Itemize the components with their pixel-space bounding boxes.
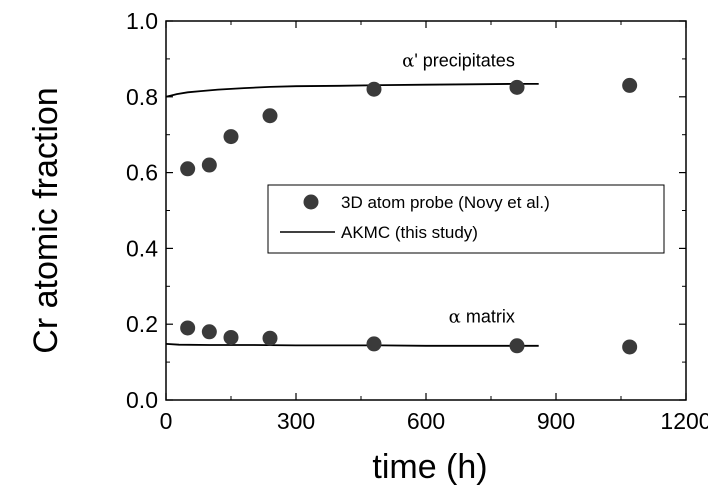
x-axis-title: time (h) — [372, 448, 487, 486]
y-axis-title: Cr atomic fraction — [27, 87, 65, 353]
data-point — [622, 339, 638, 355]
x-tick-label: 600 — [407, 408, 445, 434]
akmc-line-segment — [165, 343, 539, 347]
x-tick-label: 0 — [160, 408, 173, 434]
annotation-text: matrix — [461, 306, 515, 326]
annotation-greek: α — [449, 306, 461, 327]
y-tick-label: 0.2 — [126, 311, 158, 337]
data-point — [366, 81, 382, 97]
axis-ticks — [165, 20, 687, 401]
y-tick-label: 0.4 — [126, 235, 158, 261]
data-point — [262, 108, 278, 124]
atom-probe-points — [180, 77, 638, 355]
data-point — [180, 161, 196, 177]
data-point — [622, 77, 638, 93]
legend: 3D atom probe (Novy et al.) AKMC (this s… — [267, 184, 665, 254]
data-point — [509, 79, 525, 95]
legend-label-akmc: AKMC (this study) — [341, 223, 478, 242]
annotation-label: α' precipitates — [402, 50, 515, 71]
data-point — [201, 157, 217, 173]
data-point — [223, 329, 239, 345]
annotation-text: ' precipitates — [414, 50, 515, 70]
legend-label-atom-probe: 3D atom probe (Novy et al.) — [341, 193, 550, 212]
data-point — [509, 338, 525, 354]
y-tick-label: 0.8 — [126, 84, 158, 110]
x-tick-label: 1200 — [660, 408, 708, 434]
legend-marker-atom-probe — [303, 194, 319, 210]
y-tick-label: 1.0 — [126, 8, 158, 34]
data-point — [180, 320, 196, 336]
data-point — [366, 336, 382, 352]
x-tick-label: 300 — [277, 408, 315, 434]
data-point — [223, 129, 239, 145]
annotation-greek: α — [402, 50, 414, 71]
y-tick-label: 0.6 — [126, 160, 158, 186]
data-point — [201, 324, 217, 340]
tick-labels: 0 300 600 900 1200 0.0 0.2 0.4 0.6 0.8 1.0 — [126, 8, 708, 434]
x-tick-label: 900 — [537, 408, 575, 434]
legend-box — [267, 184, 665, 254]
akmc-lines — [165, 83, 539, 347]
akmc-line-segment — [165, 83, 539, 98]
data-point — [262, 330, 278, 346]
annotation-label: α matrix — [449, 306, 515, 327]
y-tick-label: 0.0 — [126, 387, 158, 413]
